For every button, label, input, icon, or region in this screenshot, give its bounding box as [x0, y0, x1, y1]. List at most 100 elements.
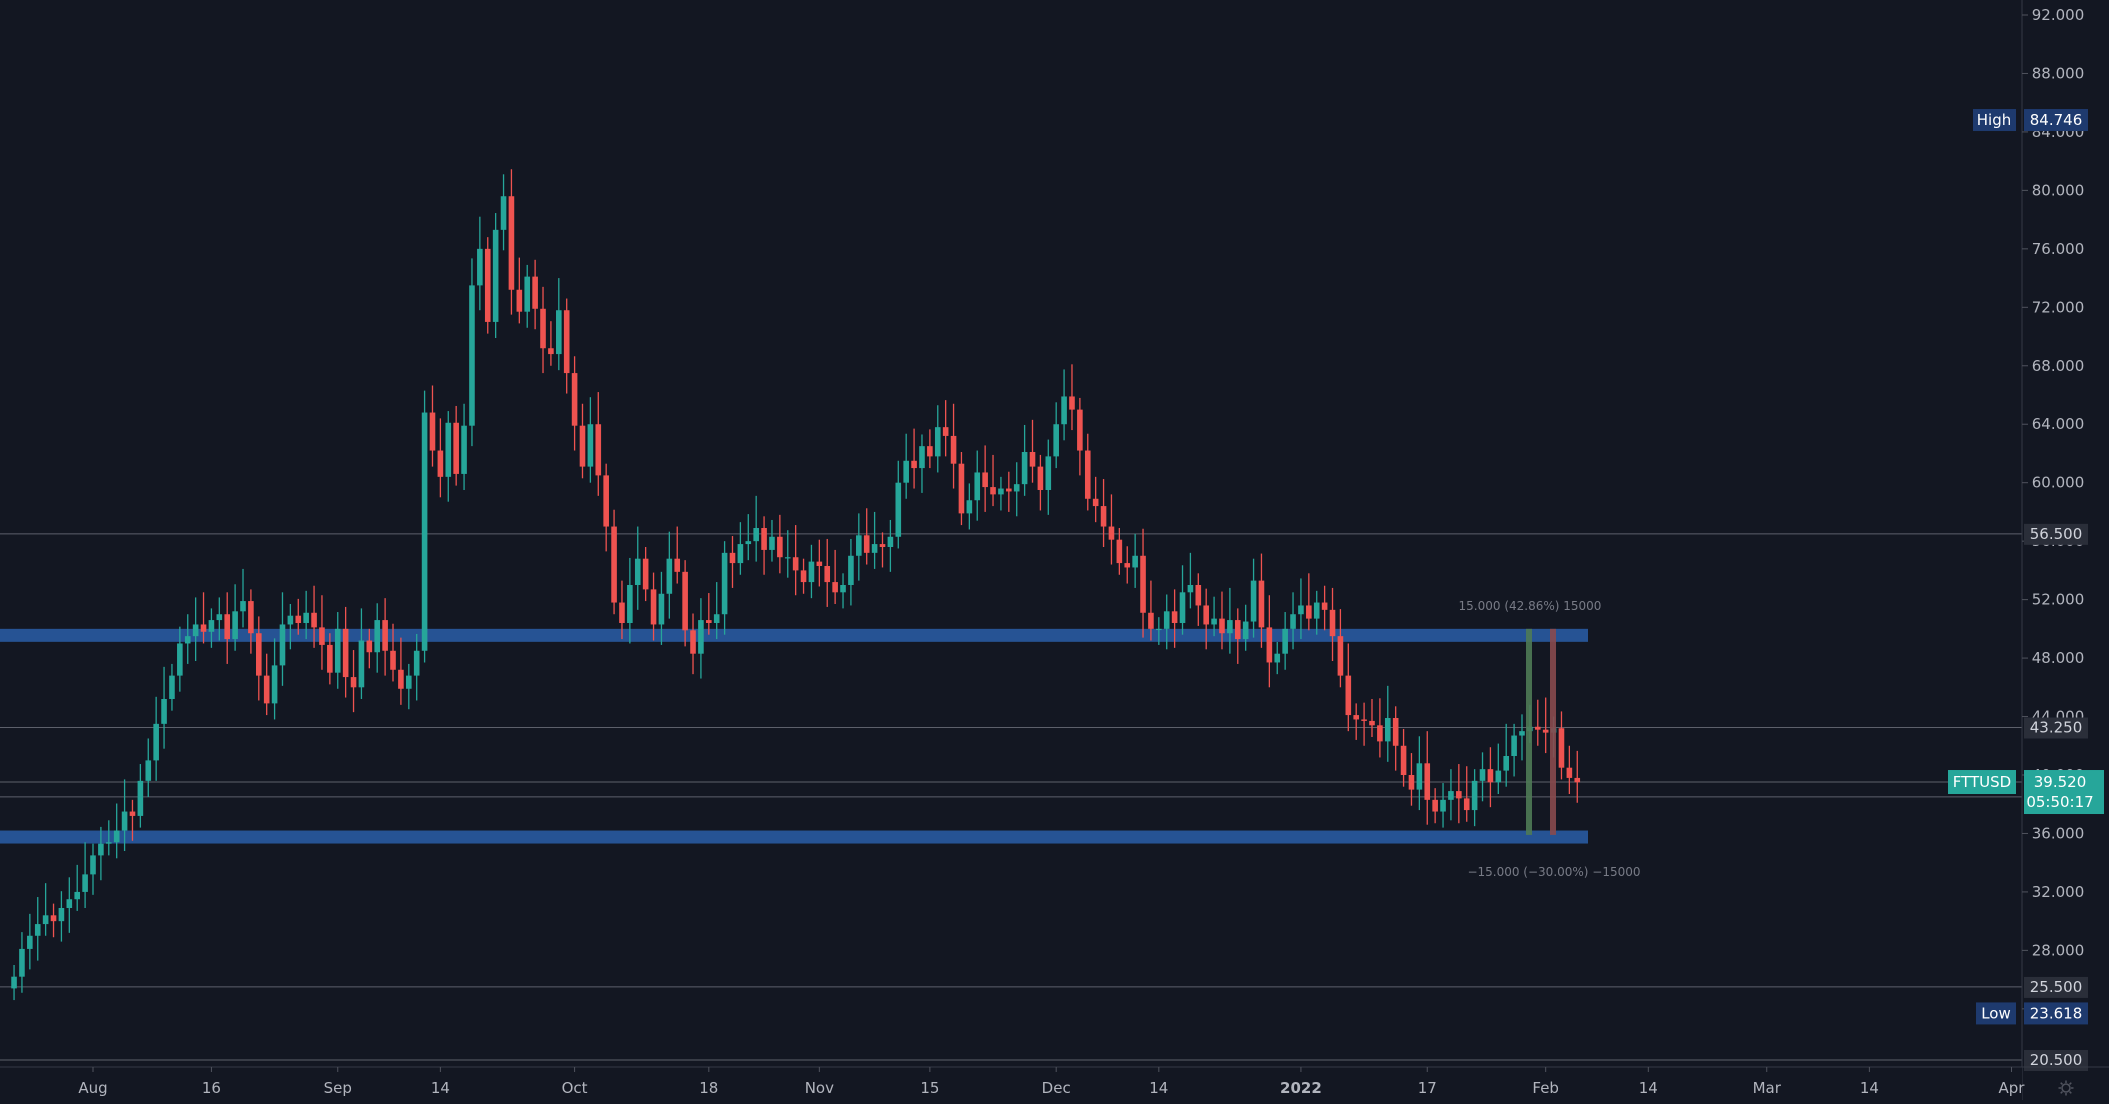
candle-body: [319, 627, 325, 645]
candle-body: [366, 640, 373, 653]
candle-body: [1156, 628, 1162, 631]
candle-body: [1053, 424, 1059, 457]
candle-body: [824, 566, 831, 583]
candle-body: [192, 624, 199, 637]
candle-body: [698, 620, 704, 654]
candle-body: [1400, 745, 1407, 775]
candle-body: [1384, 718, 1391, 742]
candle-body: [390, 650, 396, 670]
candle-body: [800, 570, 807, 583]
candle-body: [492, 229, 499, 322]
gear-icon-tooth: [2069, 1091, 2072, 1094]
price-tick-label: 92.000: [2032, 6, 2085, 24]
horizontal-levels: [0, 533, 2022, 1061]
measure-long-bar[interactable]: [1526, 628, 1532, 835]
price-markers: High 84.746 Low 23.618 FTTUSD 39.520 05:50:17: [1948, 109, 2104, 1025]
candle-body: [816, 561, 823, 566]
level-price-badge: [2024, 523, 2088, 545]
candle-body: [1306, 605, 1312, 619]
candle-body: [761, 528, 767, 550]
time-tick-label: 16: [202, 1079, 221, 1097]
candle-body: [982, 472, 988, 488]
candle-body: [34, 924, 41, 936]
candle-body: [666, 558, 673, 594]
candle-body: [1290, 614, 1296, 629]
candle-body: [1006, 488, 1012, 492]
candle-body: [548, 348, 554, 355]
candle-body: [477, 248, 483, 286]
low-value-badge: [2024, 1002, 2088, 1025]
measure-lower-label: −15.000 (−30.00%) −15000: [1467, 865, 1640, 879]
candle-body: [1519, 731, 1525, 736]
candle-body: [1140, 555, 1146, 613]
price-tick-label: 80.000: [2032, 181, 2085, 199]
price-tick-label: 88.000: [2032, 64, 2085, 82]
candle-body: [942, 427, 949, 436]
price-range-measure[interactable]: 15.000 (42.86%) 15000 −15.000 (−30.00%) −…: [1459, 599, 1641, 879]
gear-icon-tooth: [2069, 1082, 2072, 1085]
candle-body: [1408, 775, 1415, 790]
candle-body: [974, 472, 981, 501]
candle-body: [706, 620, 712, 623]
time-tick-label: Nov: [805, 1079, 834, 1097]
time-tick-label: Dec: [1042, 1079, 1071, 1097]
candle-body: [113, 830, 120, 843]
zone-rectangle[interactable]: [0, 830, 1588, 844]
price-tick-label: 64.000: [2032, 415, 2085, 433]
price-axis-background: [2022, 0, 2109, 1100]
candle-body: [1321, 602, 1328, 610]
candle-body: [1258, 580, 1265, 628]
candle-body: [145, 760, 152, 781]
candle-body: [690, 630, 696, 654]
candle-body: [784, 557, 791, 559]
support-resistance-zones[interactable]: [0, 628, 1588, 844]
candle-body: [934, 427, 941, 457]
level-price-badge: [2024, 1050, 2088, 1071]
candle-body: [382, 620, 388, 651]
candle-body: [350, 677, 357, 688]
zone-rectangle[interactable]: [0, 628, 1588, 642]
time-tick-label: 2022: [1280, 1079, 1322, 1097]
measure-short-bar[interactable]: [1550, 628, 1556, 835]
bar-countdown-label: 05:50:17: [2026, 793, 2093, 811]
candle-body: [887, 536, 894, 547]
candle-body: [469, 285, 475, 426]
price-axis[interactable]: 92.00088.00084.00080.00076.00072.00068.0…: [2021, 0, 2109, 1100]
candle-body: [516, 289, 523, 312]
candle-body: [769, 536, 775, 550]
candle-body: [1203, 605, 1209, 625]
candle-body: [271, 665, 278, 704]
candle-body: [911, 460, 917, 469]
candle-body: [1558, 728, 1565, 768]
level-price-badge: [2024, 717, 2088, 739]
candle-body: [1148, 612, 1154, 629]
candle-body: [1566, 767, 1573, 778]
candle-body: [184, 636, 191, 644]
candle-body: [1045, 456, 1052, 490]
candle-body: [595, 424, 602, 476]
candle-body: [484, 248, 491, 322]
candle-body: [658, 593, 665, 625]
candle-body: [808, 561, 815, 583]
candle-body: [1353, 715, 1359, 720]
level-price-label: 20.500: [2030, 1051, 2083, 1069]
time-tick-label: Aug: [78, 1079, 107, 1097]
time-axis[interactable]: Aug 16 Sep 14 Oct 18 Nov 15 Dec 14 2022 17 Feb 14 Mar 1…: [0, 1066, 2109, 1100]
candle-body: [556, 310, 562, 355]
candle-body: [619, 602, 625, 623]
price-tick-label: 68.000: [2032, 357, 2085, 375]
candle-body: [1313, 602, 1320, 619]
candle-body: [1534, 726, 1541, 730]
candle-body: [563, 310, 570, 374]
candle-body: [19, 948, 25, 977]
candle-body: [1440, 799, 1446, 812]
gear-icon[interactable]: [2058, 1080, 2074, 1096]
candle-body: [1100, 506, 1107, 527]
gear-icon-ring: [2061, 1083, 2071, 1093]
candle-body: [263, 675, 270, 704]
candle-body: [406, 675, 412, 689]
candle-body: [571, 373, 578, 426]
price-tick-label: 36.000: [2032, 824, 2085, 842]
